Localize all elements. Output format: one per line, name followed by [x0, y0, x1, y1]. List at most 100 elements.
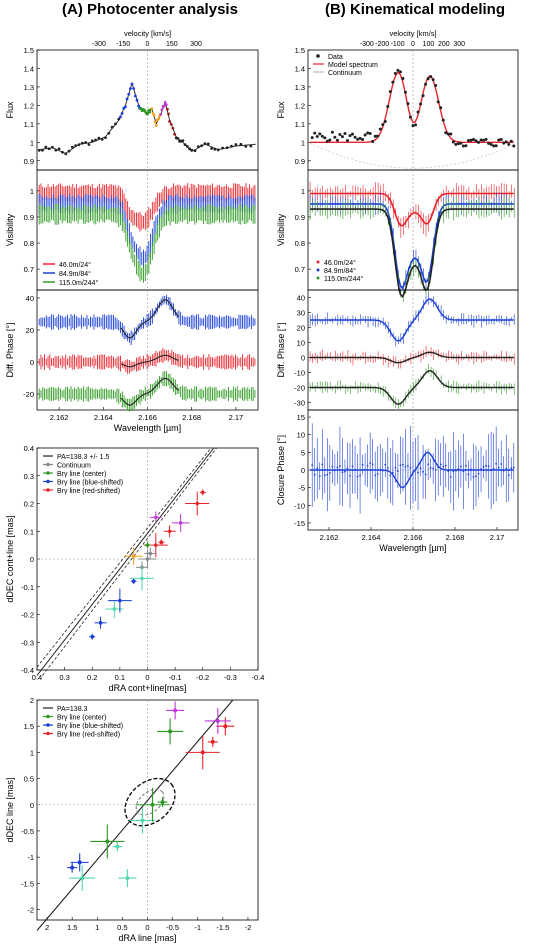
flux-point [57, 147, 61, 151]
legend-label: Brγ line (center) [57, 471, 106, 478]
data-point [348, 134, 352, 138]
y-tick-label: 0.9 [24, 157, 34, 166]
cp-point [404, 465, 407, 468]
y-tick-label: 10 [297, 339, 305, 348]
flux-point [137, 104, 141, 108]
cp-point [500, 463, 503, 465]
data-point [492, 144, 496, 148]
panel-A-line [36, 699, 259, 931]
flux-point [139, 106, 143, 110]
x-tick-label: -2 [245, 923, 252, 932]
y-tick-label: -0.3 [21, 638, 34, 647]
x-tick-label: 0.5 [117, 923, 127, 932]
flux-point [64, 152, 68, 156]
data-point [466, 139, 470, 143]
flux-point [206, 142, 210, 146]
cp-point [318, 475, 321, 478]
vis-model-line-1 [310, 203, 514, 290]
line-point [200, 750, 205, 755]
cp-point [495, 462, 498, 465]
cp-point [505, 467, 508, 470]
left-title: (A) Photocenter analysis [62, 1, 238, 18]
cp-point [339, 465, 341, 467]
top-axis-label: velocity [km/s] [124, 29, 171, 38]
legend-label: Brγ line (center) [57, 715, 106, 722]
x-tick-label: 1.5 [67, 923, 77, 932]
x-tick-label: -0.5 [166, 923, 179, 932]
data-point [333, 135, 337, 139]
x-tick-label: 2.168 [446, 533, 465, 542]
flux-point [70, 145, 74, 149]
cp-point [407, 464, 409, 467]
legend-label: Continuum [57, 463, 91, 470]
cp-point [313, 473, 316, 476]
phase-model-line [120, 377, 179, 406]
y-tick-label: 1.5 [295, 46, 305, 55]
y-tick-label: 1.1 [295, 120, 305, 129]
pa-line-minus [42, 447, 217, 676]
y-tick-label: 1.4 [295, 64, 305, 73]
legend-label: 84.9m/84° [324, 267, 356, 275]
x-tick-label: -1.5 [216, 923, 229, 932]
cp-point [447, 470, 450, 473]
right-title: (B) Kinematical modeling [325, 1, 505, 18]
cp-point [429, 467, 432, 469]
data-point [484, 137, 488, 141]
cp-point [374, 474, 377, 477]
cp-point [326, 473, 329, 476]
panel-B-vis [307, 169, 519, 303]
data-point [426, 77, 430, 81]
cp-point [344, 470, 346, 473]
data-point [449, 132, 453, 136]
cp-model-line [310, 451, 514, 489]
flux-point [124, 105, 127, 109]
y-tick-label: 0.1 [24, 527, 34, 536]
data-point [315, 135, 319, 139]
line-point [210, 739, 215, 744]
phase-model-line-1 [310, 351, 514, 364]
flux-point [200, 144, 204, 148]
y-tick-label: -1.5 [21, 879, 34, 888]
flux-point [151, 111, 155, 115]
legend-label: Brγ line (red-shifted) [57, 732, 120, 739]
photo-point [148, 551, 153, 556]
flux-point [169, 122, 173, 126]
cp-point [402, 463, 404, 466]
data-point [330, 130, 334, 134]
y-tick-label: 0 [30, 801, 34, 810]
flux-point [181, 139, 185, 142]
x-tick-label: -0.4 [252, 673, 265, 682]
line-point [70, 865, 75, 870]
photo-point [159, 540, 164, 545]
cp-point [361, 463, 364, 466]
y-tick-label: 15 [297, 413, 305, 422]
y-axis-label: Visibility [276, 213, 286, 246]
y-tick-label: 0.9 [295, 213, 305, 222]
cp-point [366, 465, 369, 467]
y-tick-label: 1 [30, 138, 34, 147]
flux-point [165, 107, 169, 111]
y-tick-label: -0.2 [21, 611, 34, 620]
data-point [343, 131, 347, 135]
flux-point [44, 145, 48, 149]
data-point [419, 102, 423, 106]
data-point [323, 136, 327, 140]
phase-model-line [120, 299, 179, 339]
line-point [168, 729, 173, 734]
line-point [150, 802, 155, 807]
flux-point [90, 139, 94, 143]
data-point [509, 139, 513, 143]
x-tick-label: -1 [194, 923, 201, 932]
legend-label: 46.0m/24° [59, 261, 91, 269]
cp-point [459, 465, 462, 468]
flux-point [244, 144, 248, 148]
flux-point [159, 112, 163, 116]
flux-point [183, 143, 187, 147]
line-point [80, 876, 85, 881]
cp-point [497, 466, 500, 469]
flux-point [37, 148, 41, 152]
legend-marker [316, 260, 320, 264]
y-tick-label: -0.1 [21, 583, 34, 592]
top-tick-label: 0 [411, 41, 415, 48]
photo-point [98, 621, 103, 625]
